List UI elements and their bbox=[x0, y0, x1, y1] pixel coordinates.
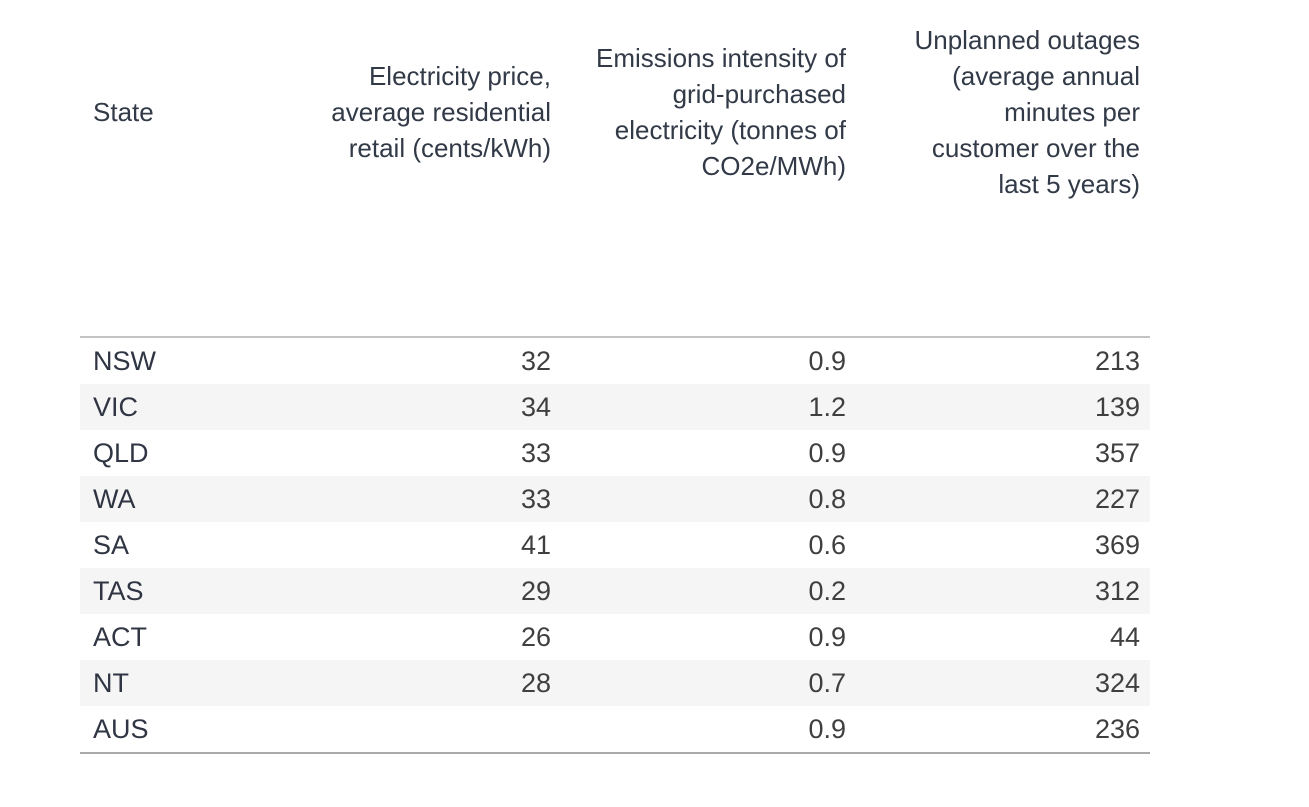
column-header-unplanned-outages-label: Unplanned outages (average annual minute… bbox=[914, 25, 1140, 199]
outages-cell: 324 bbox=[856, 660, 1150, 706]
table-row: NT 28 0.7 324 bbox=[80, 660, 1150, 706]
outages-cell: 139 bbox=[856, 384, 1150, 430]
price-cell: 28 bbox=[310, 660, 561, 706]
table-body: NSW 32 0.9 213 VIC 34 1.2 139 QLD 33 0.9… bbox=[80, 337, 1150, 753]
table-row: TAS 29 0.2 312 bbox=[80, 568, 1150, 614]
price-cell: 32 bbox=[520, 346, 551, 376]
emissions-cell: 0.9 bbox=[808, 714, 846, 744]
emissions-cell: 0.9 bbox=[808, 346, 846, 376]
table-row: SA 41 0.6 369 bbox=[80, 522, 1150, 568]
price-cell: 33 bbox=[310, 476, 561, 522]
price-cell: 26 bbox=[520, 622, 551, 652]
table-row: WA 33 0.8 227 bbox=[80, 476, 1150, 522]
table-header: State Electricity price, average residen… bbox=[80, 0, 1150, 338]
column-header-emissions-intensity-label: Emissions intensity of grid-purchased el… bbox=[596, 43, 846, 181]
outages-cell: 357 bbox=[1094, 438, 1140, 468]
table-row: VIC 34 1.2 139 bbox=[80, 384, 1150, 430]
outages-cell: 213 bbox=[1094, 346, 1140, 376]
table-row: QLD 33 0.9 357 bbox=[80, 430, 1150, 476]
column-header-electricity-price-label: Electricity price, average residential r… bbox=[331, 61, 551, 163]
column-header-state-label: State bbox=[93, 97, 154, 127]
price-cell bbox=[310, 706, 561, 753]
state-cell: VIC bbox=[80, 384, 310, 430]
state-cell: ACT bbox=[93, 622, 147, 652]
emissions-cell: 0.9 bbox=[808, 438, 846, 468]
column-header-unplanned-outages: Unplanned outages (average annual minute… bbox=[856, 0, 1150, 338]
price-cell: 29 bbox=[310, 568, 561, 614]
state-cell: TAS bbox=[80, 568, 310, 614]
outages-cell: 227 bbox=[856, 476, 1150, 522]
state-metrics-table: State Electricity price, average residen… bbox=[80, 0, 1150, 754]
state-cell: NT bbox=[80, 660, 310, 706]
state-cell: NSW bbox=[93, 346, 156, 376]
table-row: AUS 0.9 236 bbox=[80, 706, 1150, 753]
outages-cell: 369 bbox=[1094, 530, 1140, 560]
emissions-cell: 1.2 bbox=[561, 384, 856, 430]
state-cell: WA bbox=[80, 476, 310, 522]
table-row: NSW 32 0.9 213 bbox=[80, 337, 1150, 384]
emissions-cell: 0.2 bbox=[561, 568, 856, 614]
emissions-cell: 0.7 bbox=[561, 660, 856, 706]
outages-cell: 312 bbox=[856, 568, 1150, 614]
column-header-state: State bbox=[80, 0, 310, 338]
outages-cell: 236 bbox=[1094, 714, 1140, 744]
emissions-cell: 0.9 bbox=[808, 622, 846, 652]
emissions-cell: 0.6 bbox=[808, 530, 846, 560]
column-header-emissions-intensity: Emissions intensity of grid-purchased el… bbox=[561, 0, 856, 338]
column-header-electricity-price: Electricity price, average residential r… bbox=[310, 0, 561, 338]
table-row: ACT 26 0.9 44 bbox=[80, 614, 1150, 660]
state-cell: SA bbox=[93, 530, 130, 560]
price-cell: 41 bbox=[520, 530, 551, 560]
outages-cell: 44 bbox=[1109, 622, 1140, 652]
state-cell: AUS bbox=[93, 714, 149, 744]
price-cell: 34 bbox=[310, 384, 561, 430]
price-cell: 33 bbox=[520, 438, 551, 468]
emissions-cell: 0.8 bbox=[561, 476, 856, 522]
state-cell: QLD bbox=[93, 438, 149, 468]
